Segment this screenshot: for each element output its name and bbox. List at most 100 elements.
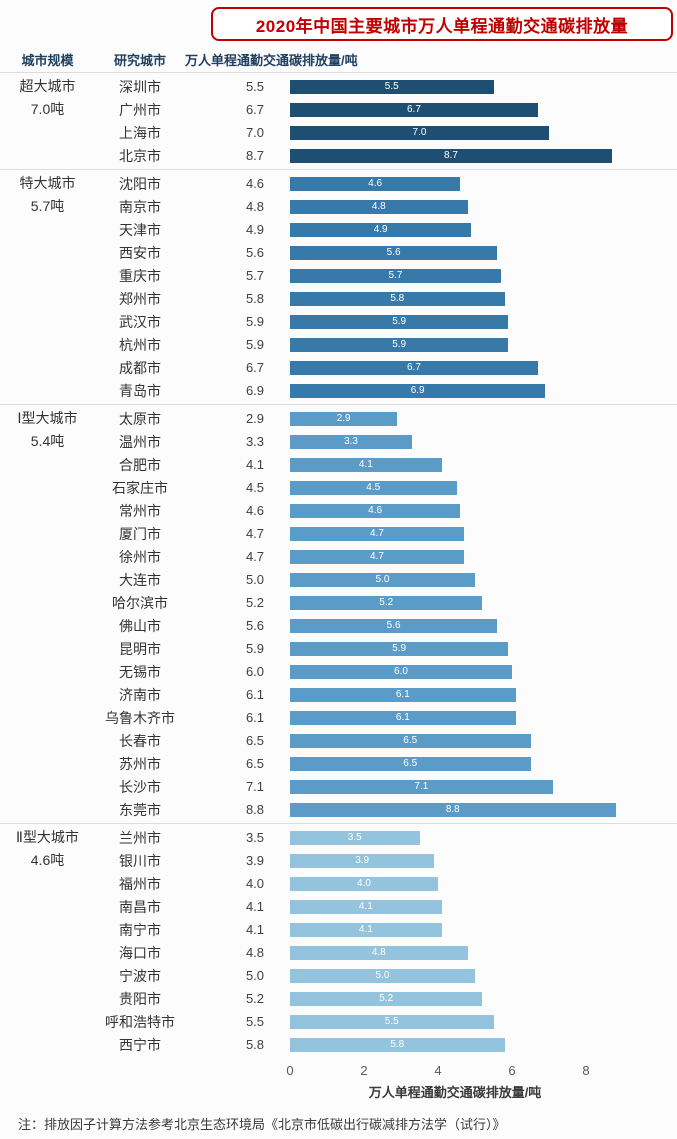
city-row: 西安市 5.6 5.6 [95, 241, 677, 264]
city-value: 4.0 [245, 876, 265, 891]
axis-tick: 8 [582, 1063, 590, 1078]
city-name: 西宁市 [119, 1036, 161, 1053]
city-value: 6.7 [245, 360, 265, 375]
city-value: 6.5 [245, 733, 265, 748]
scale-average: 7.0吨 [30, 101, 65, 117]
axis-tick: 0 [286, 1063, 294, 1078]
group-rows: 深圳市 5.5 5.5 广州市 6.7 6.7 上海市 7.0 7.0 北京市 8.7 8.7 [95, 75, 677, 167]
city-row: 太原市 2.9 2.9 [95, 407, 677, 430]
group-rows: 沈阳市 4.6 4.6 南京市 4.8 4.8 天津市 4.9 4.9 西安市 5.6 5.6 重庆市 5… [95, 172, 677, 402]
city-row: 长春市 6.5 6.5 [95, 729, 677, 752]
bar-value-label: 2.9 [336, 412, 351, 424]
bar-track: 4.6 [290, 503, 677, 518]
bar-value-label: 5.8 [390, 292, 405, 304]
bar-value-label: 4.8 [371, 946, 386, 958]
city-row: 重庆市 5.7 5.7 [95, 264, 677, 287]
city-value: 6.9 [245, 383, 265, 398]
city-value: 6.5 [245, 756, 265, 771]
scale-average: 5.7吨 [30, 198, 65, 214]
bar-track: 2.9 [290, 411, 677, 426]
emission-bar: 5.7 [290, 268, 501, 283]
city-name: 长沙市 [119, 778, 161, 795]
bar-track: 6.0 [290, 664, 677, 679]
emission-bar: 4.7 [290, 549, 464, 564]
axis-tick: 4 [434, 1063, 442, 1078]
city-value: 5.0 [245, 968, 265, 983]
emission-bar: 5.6 [290, 618, 498, 633]
city-row: 东莞市 8.8 8.8 [95, 798, 677, 821]
bar-value-label: 4.5 [366, 481, 381, 493]
city-value: 5.9 [245, 314, 265, 329]
city-value: 4.7 [245, 526, 265, 541]
city-row: 南宁市 4.1 4.1 [95, 918, 677, 941]
bar-track: 8.7 [290, 148, 677, 163]
emission-bar: 5.5 [290, 79, 494, 94]
city-row: 武汉市 5.9 5.9 [95, 310, 677, 333]
city-row: 厦门市 4.7 4.7 [95, 522, 677, 545]
city-row: 石家庄市 4.5 4.5 [95, 476, 677, 499]
city-scale-group: Ⅰ型大城市 5.4吨 太原市 2.9 2.9 温州市 3.3 3.3 合肥市 4.1 4.1 石家庄市… [0, 404, 677, 823]
city-name: 贵阳市 [119, 990, 161, 1007]
city-name: 深圳市 [119, 78, 161, 95]
city-name: 银川市 [119, 852, 161, 869]
city-value: 7.0 [245, 125, 265, 140]
bar-track: 6.5 [290, 756, 677, 771]
bar-value-label: 4.8 [371, 200, 386, 212]
bar-track: 6.7 [290, 360, 677, 375]
emission-bar: 8.7 [290, 148, 612, 163]
city-value: 5.9 [245, 641, 265, 656]
emission-bar: 3.3 [290, 434, 413, 449]
bar-value-label: 6.9 [410, 384, 425, 396]
city-name: 太原市 [119, 410, 161, 427]
bar-value-label: 5.6 [386, 246, 401, 258]
city-row: 常州市 4.6 4.6 [95, 499, 677, 522]
city-name: 重庆市 [119, 267, 161, 284]
bar-value-label: 4.6 [368, 504, 383, 516]
emission-bar: 4.1 [290, 457, 442, 472]
city-row: 呼和浩特市 5.5 5.5 [95, 1010, 677, 1033]
emission-bar: 4.0 [290, 876, 438, 891]
emission-bar: 6.9 [290, 383, 546, 398]
city-name: 南昌市 [119, 898, 161, 915]
bar-value-label: 4.1 [358, 458, 373, 470]
bar-track: 5.9 [290, 314, 677, 329]
emission-bar: 6.5 [290, 733, 531, 748]
city-name: 上海市 [119, 124, 161, 141]
city-row: 北京市 8.7 8.7 [95, 144, 677, 167]
city-row: 西宁市 5.8 5.8 [95, 1033, 677, 1056]
bar-track: 4.6 [290, 176, 677, 191]
scale-average: 4.6吨 [30, 852, 65, 868]
city-name: 合肥市 [119, 456, 161, 473]
bar-track: 5.0 [290, 968, 677, 983]
emission-bar: 5.6 [290, 245, 498, 260]
bar-value-label: 4.7 [369, 550, 384, 562]
city-value: 4.6 [245, 176, 265, 191]
city-scale-group: 特大城市 5.7吨 沈阳市 4.6 4.6 南京市 4.8 4.8 天津市 4.9 4.9 西安市 5.… [0, 169, 677, 404]
emission-bar: 5.8 [290, 1037, 505, 1052]
city-value: 8.7 [245, 148, 265, 163]
city-name: 北京市 [119, 147, 161, 164]
emission-bar: 6.0 [290, 664, 512, 679]
bar-value-label: 4.9 [373, 223, 388, 235]
title-container: 2020年中国主要城市万人单程通勤交通碳排放量 [0, 0, 677, 41]
emission-bar: 6.5 [290, 756, 531, 771]
bar-value-label: 5.7 [388, 269, 403, 281]
city-value: 4.1 [245, 922, 265, 937]
bar-value-label: 6.1 [395, 711, 410, 723]
bar-value-label: 7.0 [412, 126, 427, 138]
emission-bar: 5.0 [290, 572, 475, 587]
city-row: 无锡市 6.0 6.0 [95, 660, 677, 683]
bar-value-label: 3.9 [355, 854, 370, 866]
city-value: 5.9 [245, 337, 265, 352]
city-name: 武汉市 [119, 313, 161, 330]
x-axis: 0 2 4 6 8 [286, 1062, 677, 1082]
city-name: 南宁市 [119, 921, 161, 938]
emission-bar: 7.1 [290, 779, 553, 794]
city-row: 沈阳市 4.6 4.6 [95, 172, 677, 195]
col-header-emission-value: 万人单程通勤交通碳排放量/吨 [185, 53, 358, 68]
city-row: 深圳市 5.5 5.5 [95, 75, 677, 98]
bar-track: 5.5 [290, 1014, 677, 1029]
bar-value-label: 6.7 [406, 103, 421, 115]
emission-bar: 3.5 [290, 830, 420, 845]
city-name: 兰州市 [119, 829, 161, 846]
